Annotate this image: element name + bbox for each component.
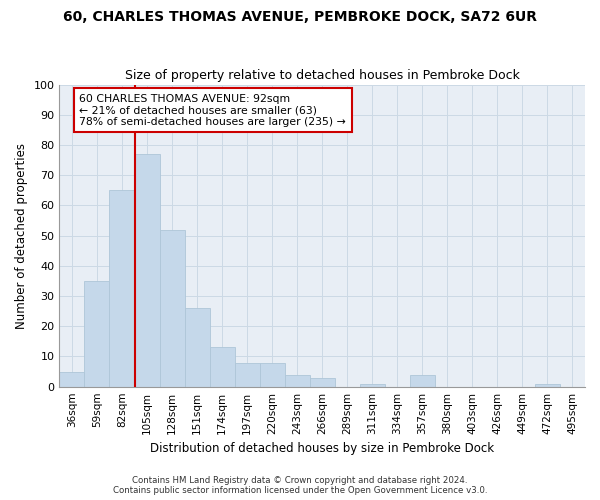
Bar bbox=[310, 378, 335, 386]
Y-axis label: Number of detached properties: Number of detached properties bbox=[15, 142, 28, 328]
Bar bbox=[109, 190, 134, 386]
Bar bbox=[284, 374, 310, 386]
Bar bbox=[85, 281, 109, 386]
Bar bbox=[535, 384, 560, 386]
Text: 60 CHARLES THOMAS AVENUE: 92sqm
← 21% of detached houses are smaller (63)
78% of: 60 CHARLES THOMAS AVENUE: 92sqm ← 21% of… bbox=[79, 94, 346, 127]
Bar bbox=[160, 230, 185, 386]
Bar bbox=[360, 384, 385, 386]
Bar bbox=[235, 362, 260, 386]
Text: 60, CHARLES THOMAS AVENUE, PEMBROKE DOCK, SA72 6UR: 60, CHARLES THOMAS AVENUE, PEMBROKE DOCK… bbox=[63, 10, 537, 24]
Bar bbox=[59, 372, 85, 386]
Bar bbox=[260, 362, 284, 386]
Text: Contains HM Land Registry data © Crown copyright and database right 2024.
Contai: Contains HM Land Registry data © Crown c… bbox=[113, 476, 487, 495]
Bar bbox=[209, 348, 235, 387]
Bar bbox=[134, 154, 160, 386]
Title: Size of property relative to detached houses in Pembroke Dock: Size of property relative to detached ho… bbox=[125, 69, 520, 82]
Bar bbox=[410, 374, 435, 386]
X-axis label: Distribution of detached houses by size in Pembroke Dock: Distribution of detached houses by size … bbox=[150, 442, 494, 455]
Bar bbox=[185, 308, 209, 386]
